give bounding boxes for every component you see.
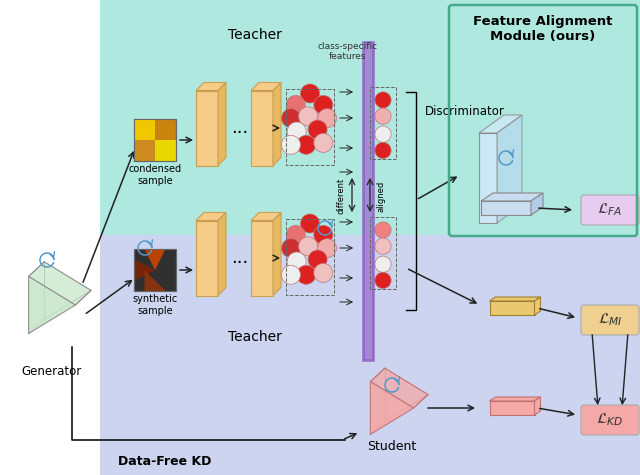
FancyBboxPatch shape [581, 195, 639, 225]
Polygon shape [251, 83, 281, 91]
Polygon shape [0, 0, 100, 475]
Circle shape [375, 108, 391, 124]
Polygon shape [531, 193, 543, 215]
Polygon shape [490, 297, 541, 301]
Text: Teacher: Teacher [228, 330, 282, 344]
Circle shape [301, 84, 319, 103]
Polygon shape [490, 401, 534, 415]
Polygon shape [490, 397, 541, 401]
Text: aligned: aligned [377, 180, 386, 212]
Circle shape [308, 250, 327, 269]
Polygon shape [371, 368, 428, 408]
Circle shape [282, 239, 301, 258]
Circle shape [287, 252, 306, 271]
FancyBboxPatch shape [581, 405, 639, 435]
Circle shape [375, 238, 391, 254]
Polygon shape [196, 91, 218, 165]
Polygon shape [481, 201, 531, 215]
Text: Student: Student [367, 440, 417, 453]
Circle shape [314, 133, 333, 152]
Polygon shape [363, 42, 373, 360]
Circle shape [375, 222, 391, 238]
Circle shape [297, 135, 316, 154]
Polygon shape [0, 235, 100, 475]
Polygon shape [251, 220, 273, 295]
Text: $\mathcal{L}_{FA}$: $\mathcal{L}_{FA}$ [597, 202, 623, 218]
Text: class-specific
features: class-specific features [318, 42, 378, 61]
Polygon shape [371, 381, 413, 435]
Circle shape [286, 95, 305, 114]
Polygon shape [134, 259, 155, 281]
Polygon shape [497, 115, 522, 223]
Polygon shape [218, 212, 226, 295]
Circle shape [299, 237, 317, 256]
Polygon shape [155, 140, 176, 161]
Circle shape [314, 226, 333, 245]
Circle shape [314, 95, 333, 114]
Polygon shape [218, 83, 226, 165]
Polygon shape [251, 212, 281, 220]
Circle shape [375, 256, 391, 272]
Polygon shape [29, 276, 76, 333]
Text: different: different [337, 178, 346, 214]
Polygon shape [134, 140, 155, 161]
Polygon shape [155, 119, 176, 140]
Polygon shape [145, 270, 166, 291]
Circle shape [308, 120, 327, 139]
Circle shape [301, 214, 319, 233]
Polygon shape [481, 193, 543, 201]
Circle shape [375, 142, 391, 159]
FancyBboxPatch shape [134, 249, 176, 291]
Circle shape [375, 126, 391, 142]
Circle shape [317, 239, 337, 258]
Polygon shape [145, 249, 166, 270]
Polygon shape [251, 91, 273, 165]
FancyBboxPatch shape [134, 119, 176, 161]
Polygon shape [273, 212, 281, 295]
Circle shape [282, 266, 301, 285]
Polygon shape [534, 297, 541, 315]
Text: Generator: Generator [22, 365, 82, 378]
Polygon shape [29, 262, 91, 305]
Polygon shape [273, 83, 281, 165]
Text: $\mathcal{L}_{MI}$: $\mathcal{L}_{MI}$ [598, 312, 622, 328]
Circle shape [317, 109, 337, 128]
Text: Data-Free KD: Data-Free KD [118, 455, 211, 468]
Text: ...: ... [232, 119, 248, 137]
Polygon shape [196, 220, 218, 295]
Polygon shape [534, 397, 541, 415]
Polygon shape [479, 115, 522, 133]
Circle shape [375, 92, 391, 108]
Circle shape [282, 135, 301, 154]
Circle shape [299, 107, 317, 126]
Text: ...: ... [232, 249, 248, 267]
Text: synthetic
sample: synthetic sample [132, 294, 178, 315]
Text: Teacher: Teacher [228, 28, 282, 42]
Circle shape [286, 226, 305, 245]
Text: Discriminator: Discriminator [425, 105, 505, 118]
Circle shape [375, 272, 391, 288]
Polygon shape [0, 235, 640, 475]
Circle shape [287, 122, 306, 141]
Text: Feature Alignment
Module (ours): Feature Alignment Module (ours) [474, 15, 612, 43]
Text: $\mathcal{L}_{KD}$: $\mathcal{L}_{KD}$ [596, 412, 624, 428]
Circle shape [314, 264, 333, 283]
Polygon shape [196, 212, 226, 220]
Polygon shape [479, 133, 497, 223]
FancyBboxPatch shape [581, 305, 639, 335]
Circle shape [282, 109, 301, 128]
Polygon shape [134, 119, 155, 140]
Polygon shape [490, 301, 534, 315]
Circle shape [297, 266, 316, 285]
Text: condensed
sample: condensed sample [129, 164, 182, 186]
Polygon shape [100, 0, 640, 235]
Polygon shape [196, 83, 226, 91]
